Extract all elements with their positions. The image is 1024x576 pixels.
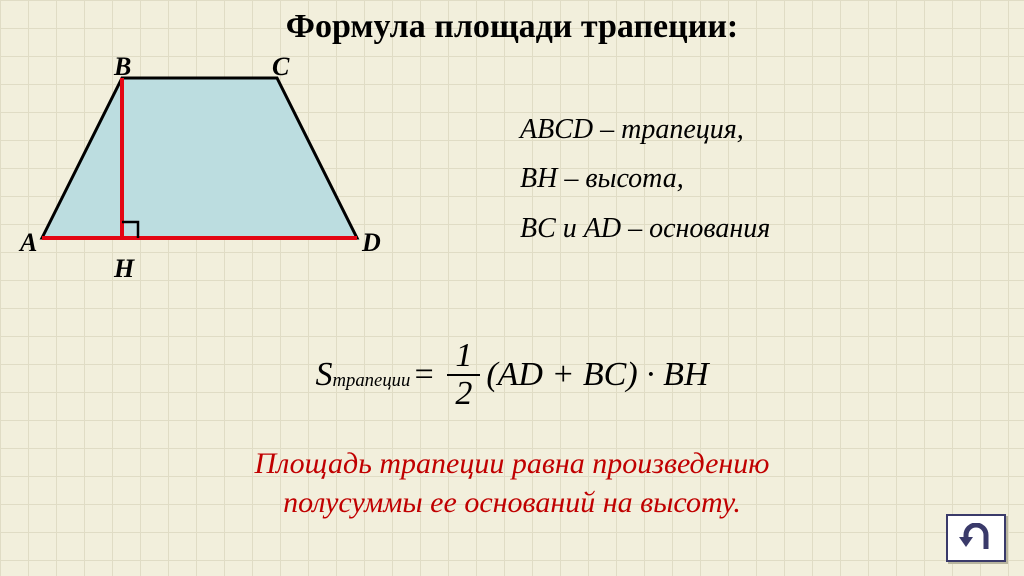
vertex-label-d: D	[362, 228, 381, 258]
vertex-label-b: B	[114, 52, 131, 82]
formula-fraction: 1 2	[447, 338, 480, 411]
trapezoid-diagram: A B C D H	[22, 58, 382, 298]
theorem-line-2: полусуммы ее оснований на высоту.	[0, 483, 1024, 522]
formula-subscript: трапеции	[333, 370, 411, 392]
vertex-label-c: C	[272, 52, 289, 82]
given-line-2: BH – высота,	[520, 157, 770, 200]
area-formula: S трапеции = 1 2 (AD + BC) · BH	[0, 338, 1024, 411]
formula-S: S	[316, 356, 333, 394]
page-title: Формула площади трапеции:	[0, 8, 1024, 46]
fraction-numerator: 1	[447, 338, 480, 374]
formula-eq: =	[412, 356, 435, 394]
given-block: ABCD – трапеция, BH – высота, BC и AD – …	[520, 108, 770, 256]
vertex-label-a: A	[20, 228, 37, 258]
given-line-3: BC и AD – основания	[520, 207, 770, 250]
theorem-text: Площадь трапеции равна произведению полу…	[0, 444, 1024, 522]
given-line-1: ABCD – трапеция,	[520, 108, 770, 151]
slide-content: Формула площади трапеции: A B C D H ABCD…	[0, 0, 1024, 576]
u-turn-arrow-icon	[956, 523, 996, 553]
formula-body: (AD + BC) · BH	[486, 356, 708, 394]
trapezoid-svg	[22, 58, 382, 298]
vertex-label-h: H	[114, 254, 134, 284]
trapezoid-fill	[42, 78, 357, 238]
back-button[interactable]	[946, 514, 1006, 562]
fraction-denominator: 2	[447, 376, 480, 412]
theorem-line-1: Площадь трапеции равна произведению	[0, 444, 1024, 483]
